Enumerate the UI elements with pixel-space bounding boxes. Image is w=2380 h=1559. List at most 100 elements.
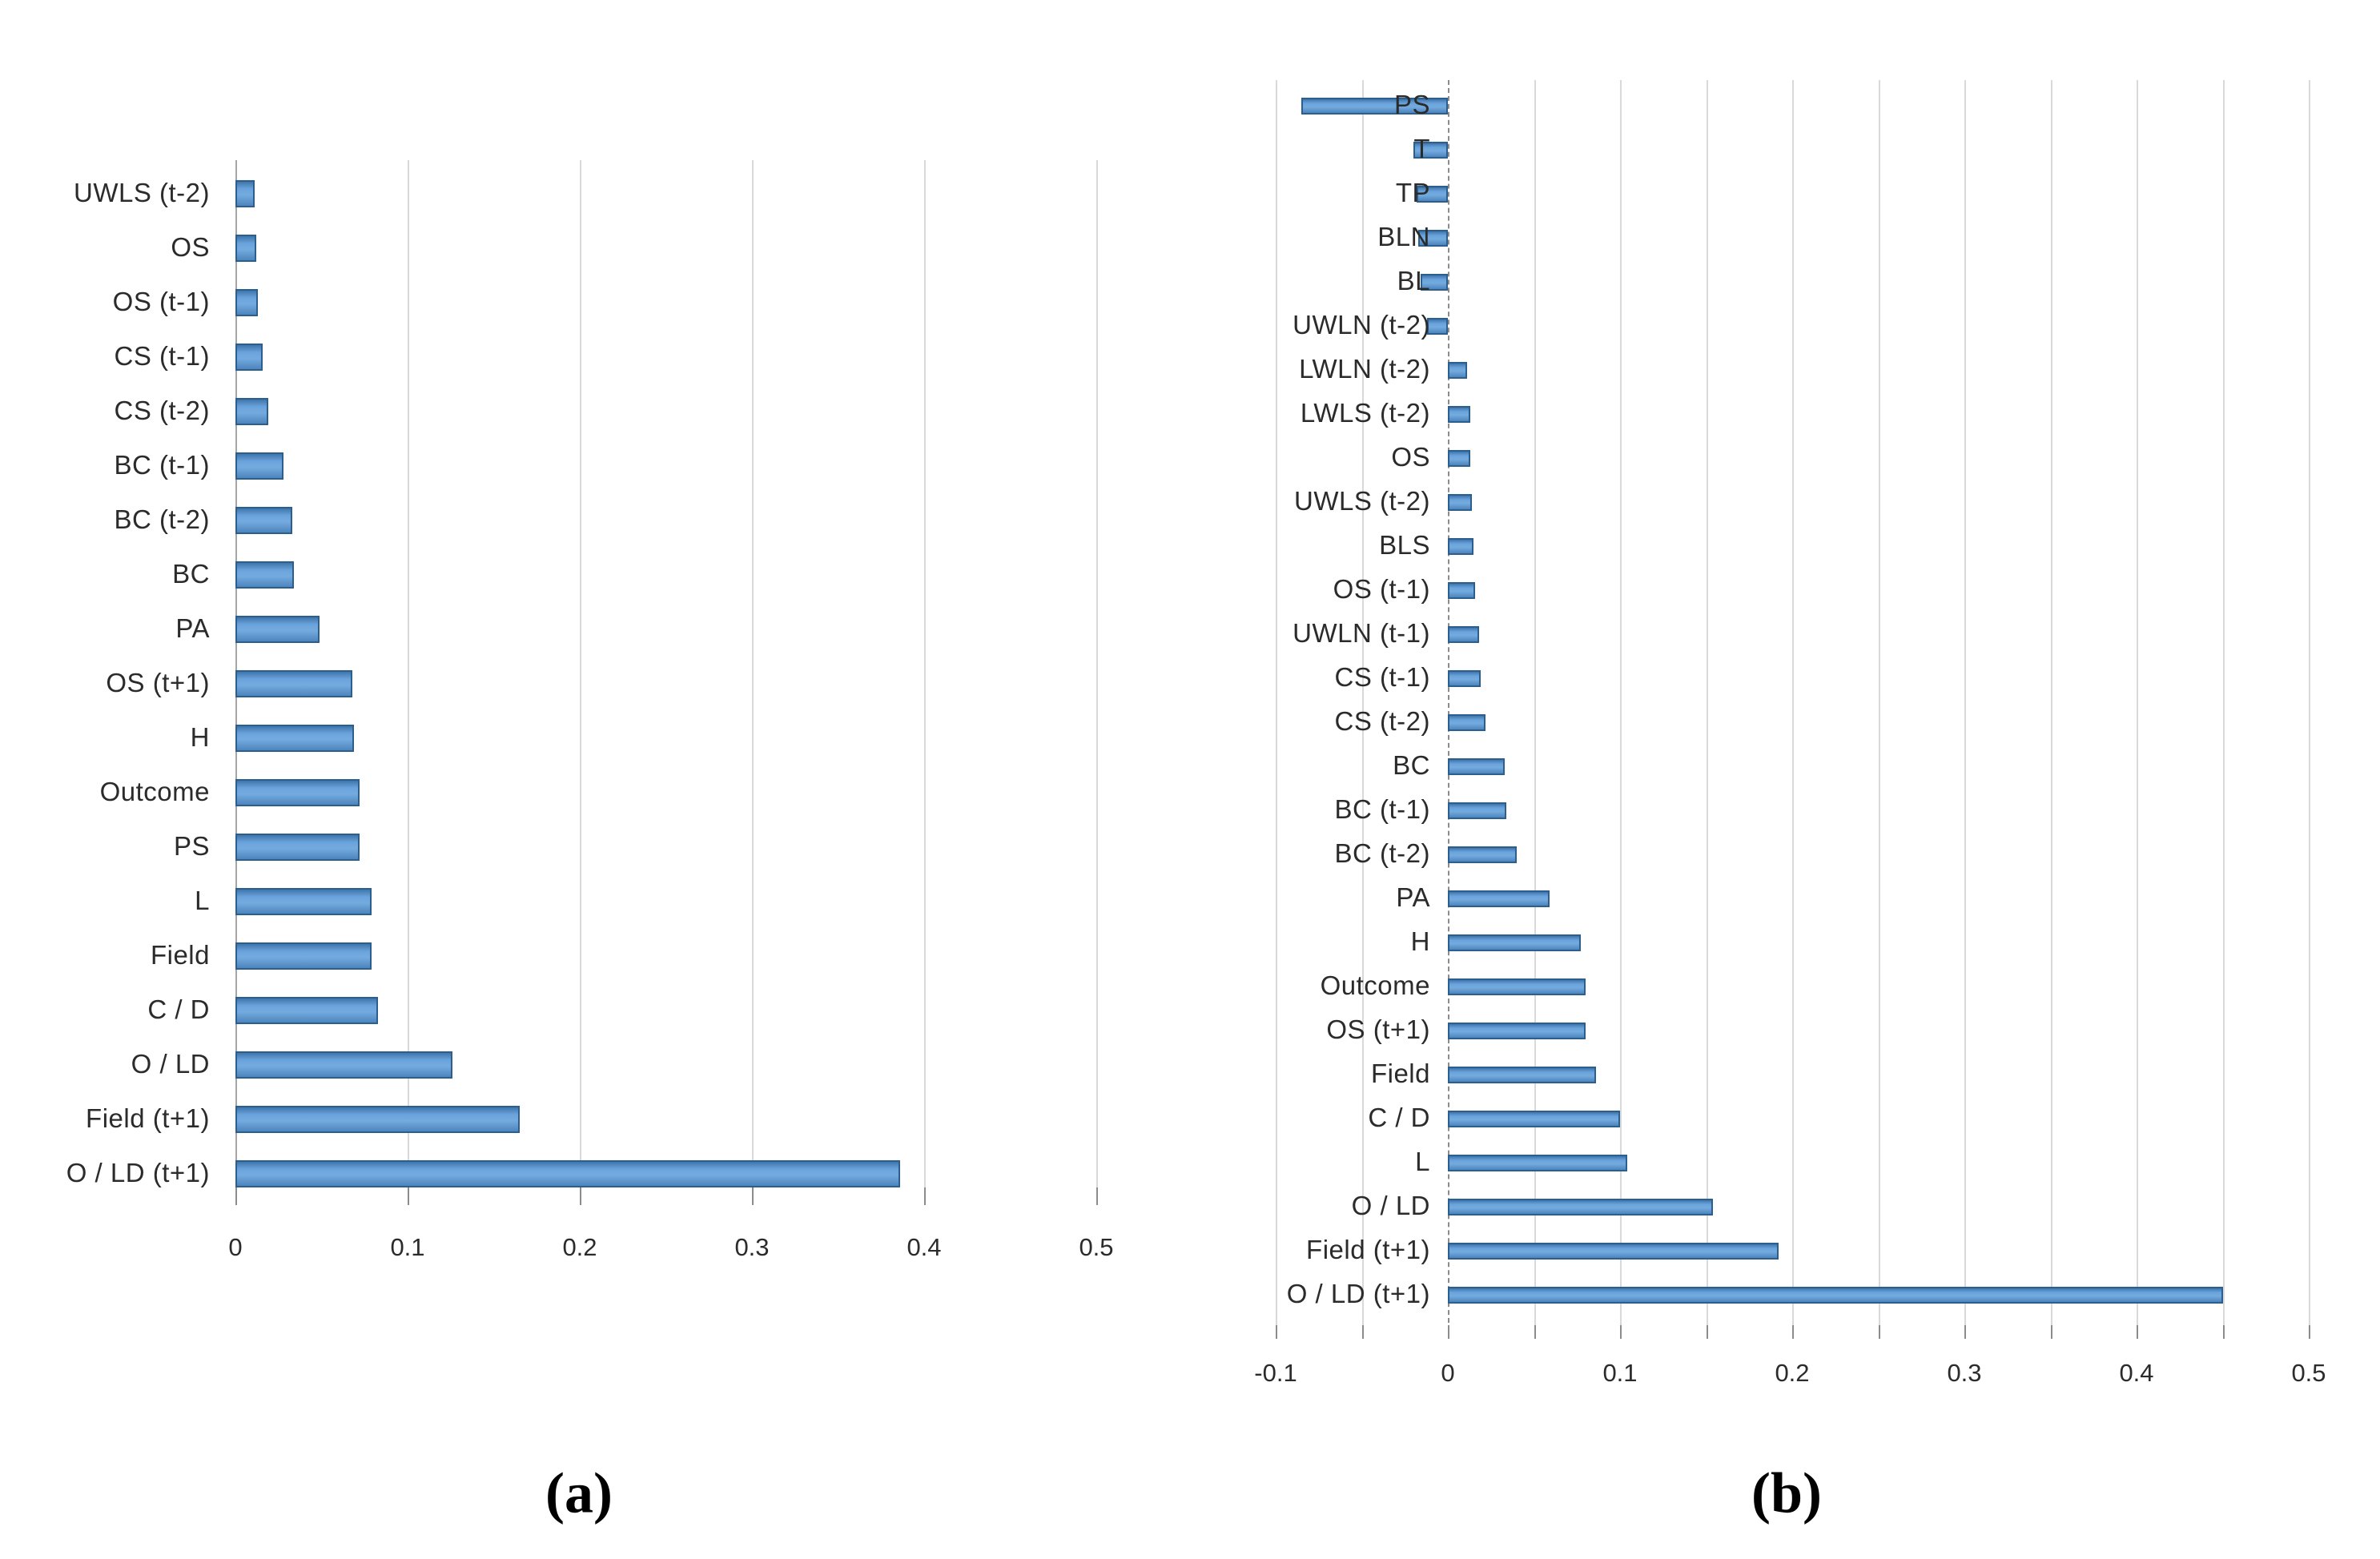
category-label: Field (t+1) xyxy=(86,1103,210,1134)
x-tick-label: 0.2 xyxy=(562,1233,597,1261)
bar xyxy=(235,398,268,425)
panel-a-label: (a) xyxy=(545,1461,613,1525)
x-tick-label: 0.5 xyxy=(1079,1233,1114,1261)
bar xyxy=(1413,141,1448,159)
gridline xyxy=(924,160,926,1187)
bar xyxy=(1418,229,1448,247)
axis-tick xyxy=(1096,1187,1098,1205)
bar xyxy=(235,289,258,316)
bar xyxy=(235,942,372,970)
gridline xyxy=(752,160,754,1187)
x-tick-label: 0.1 xyxy=(390,1233,425,1261)
bar xyxy=(1448,1286,2223,1304)
axis-tick xyxy=(1878,1325,1880,1339)
category-label: BC xyxy=(172,559,210,589)
bar xyxy=(1448,978,1586,995)
bar xyxy=(235,888,372,915)
bar xyxy=(235,507,292,534)
axis-tick xyxy=(1706,1325,1708,1339)
bar xyxy=(1448,669,1481,687)
x-tick-label: 0.4 xyxy=(907,1233,942,1261)
axis-tick xyxy=(2222,1325,2225,1339)
gridline xyxy=(2309,80,2310,1325)
bar xyxy=(1448,934,1581,951)
gridline xyxy=(1878,80,1880,1325)
bar xyxy=(1417,185,1448,203)
bar xyxy=(235,180,255,207)
bar xyxy=(1448,846,1517,863)
gridline xyxy=(2137,80,2138,1325)
category-label: OS (t-1) xyxy=(112,287,210,317)
bar xyxy=(235,725,355,752)
gridline xyxy=(1964,80,1966,1325)
category-label: OS (t-1) xyxy=(1333,574,1430,605)
gridline xyxy=(1706,80,1708,1325)
category-label: PS xyxy=(173,831,210,862)
axis-tick xyxy=(1448,1325,1449,1339)
x-tick-label: -0.1 xyxy=(1254,1359,1297,1387)
zero-axis-line xyxy=(1448,80,1449,1339)
category-label: PA xyxy=(1396,882,1430,913)
category-label: PS xyxy=(1393,90,1430,120)
x-tick-label: 0.3 xyxy=(734,1233,770,1261)
category-label: BC xyxy=(1393,750,1430,781)
category-label: CS (t-1) xyxy=(114,341,210,372)
category-label: L xyxy=(195,886,210,916)
bar xyxy=(235,235,256,262)
bar xyxy=(1448,405,1470,423)
bar xyxy=(235,452,284,480)
category-label: Field xyxy=(1370,1059,1430,1089)
x-tick-label: 0.3 xyxy=(1947,1359,1982,1387)
gridline xyxy=(1276,80,1277,1325)
x-tick-label: 0 xyxy=(1441,1359,1455,1387)
bar xyxy=(235,834,360,861)
axis-tick xyxy=(1792,1325,1794,1339)
axis-tick xyxy=(2137,1325,2138,1339)
gridline xyxy=(2050,80,2052,1325)
bar xyxy=(235,1106,520,1133)
bar xyxy=(1301,97,1448,115)
category-label: Field (t+1) xyxy=(1306,1235,1430,1265)
axis-tick xyxy=(1964,1325,1966,1339)
axis-tick xyxy=(1620,1325,1622,1339)
category-label: CS (t-2) xyxy=(114,396,210,426)
category-label: UWLN (t-1) xyxy=(1293,618,1430,649)
category-label: UWLS (t-2) xyxy=(74,178,210,208)
bar xyxy=(1448,581,1476,599)
bar xyxy=(1448,625,1479,643)
bar xyxy=(1448,493,1473,511)
category-label: OS (t+1) xyxy=(1326,1015,1430,1045)
gridline xyxy=(1620,80,1622,1325)
gridline xyxy=(1534,80,1536,1325)
gridline xyxy=(2222,80,2225,1325)
category-label: O / LD (t+1) xyxy=(66,1158,210,1188)
bar xyxy=(1448,1198,1714,1215)
category-label: C / D xyxy=(147,994,210,1025)
category-label: BC (t-1) xyxy=(114,450,210,480)
x-tick-label: 0 xyxy=(228,1233,243,1261)
category-label: BC (t-2) xyxy=(1334,838,1430,869)
bar xyxy=(235,561,295,589)
category-label: UWLS (t-2) xyxy=(1294,486,1430,516)
category-label: PA xyxy=(175,613,210,644)
category-label: O / LD (t+1) xyxy=(1286,1279,1430,1309)
bar xyxy=(235,670,353,697)
gridline xyxy=(1361,80,1364,1325)
axis-tick xyxy=(2309,1325,2310,1339)
bar xyxy=(235,779,360,806)
bar xyxy=(1420,273,1448,291)
gridline xyxy=(1792,80,1794,1325)
axis-tick xyxy=(1534,1325,1536,1339)
x-tick-label: 0.4 xyxy=(2119,1359,2154,1387)
category-label: BLN xyxy=(1377,222,1430,252)
category-label: OS xyxy=(171,232,210,263)
bar xyxy=(1448,1242,1779,1260)
bar xyxy=(235,1051,452,1079)
category-label: CS (t-1) xyxy=(1334,662,1430,693)
category-label: Field xyxy=(150,940,210,970)
gridline xyxy=(580,160,581,1187)
category-label: OS xyxy=(1391,442,1430,472)
category-label: TP xyxy=(1395,178,1430,208)
category-label: OS (t+1) xyxy=(106,668,210,698)
